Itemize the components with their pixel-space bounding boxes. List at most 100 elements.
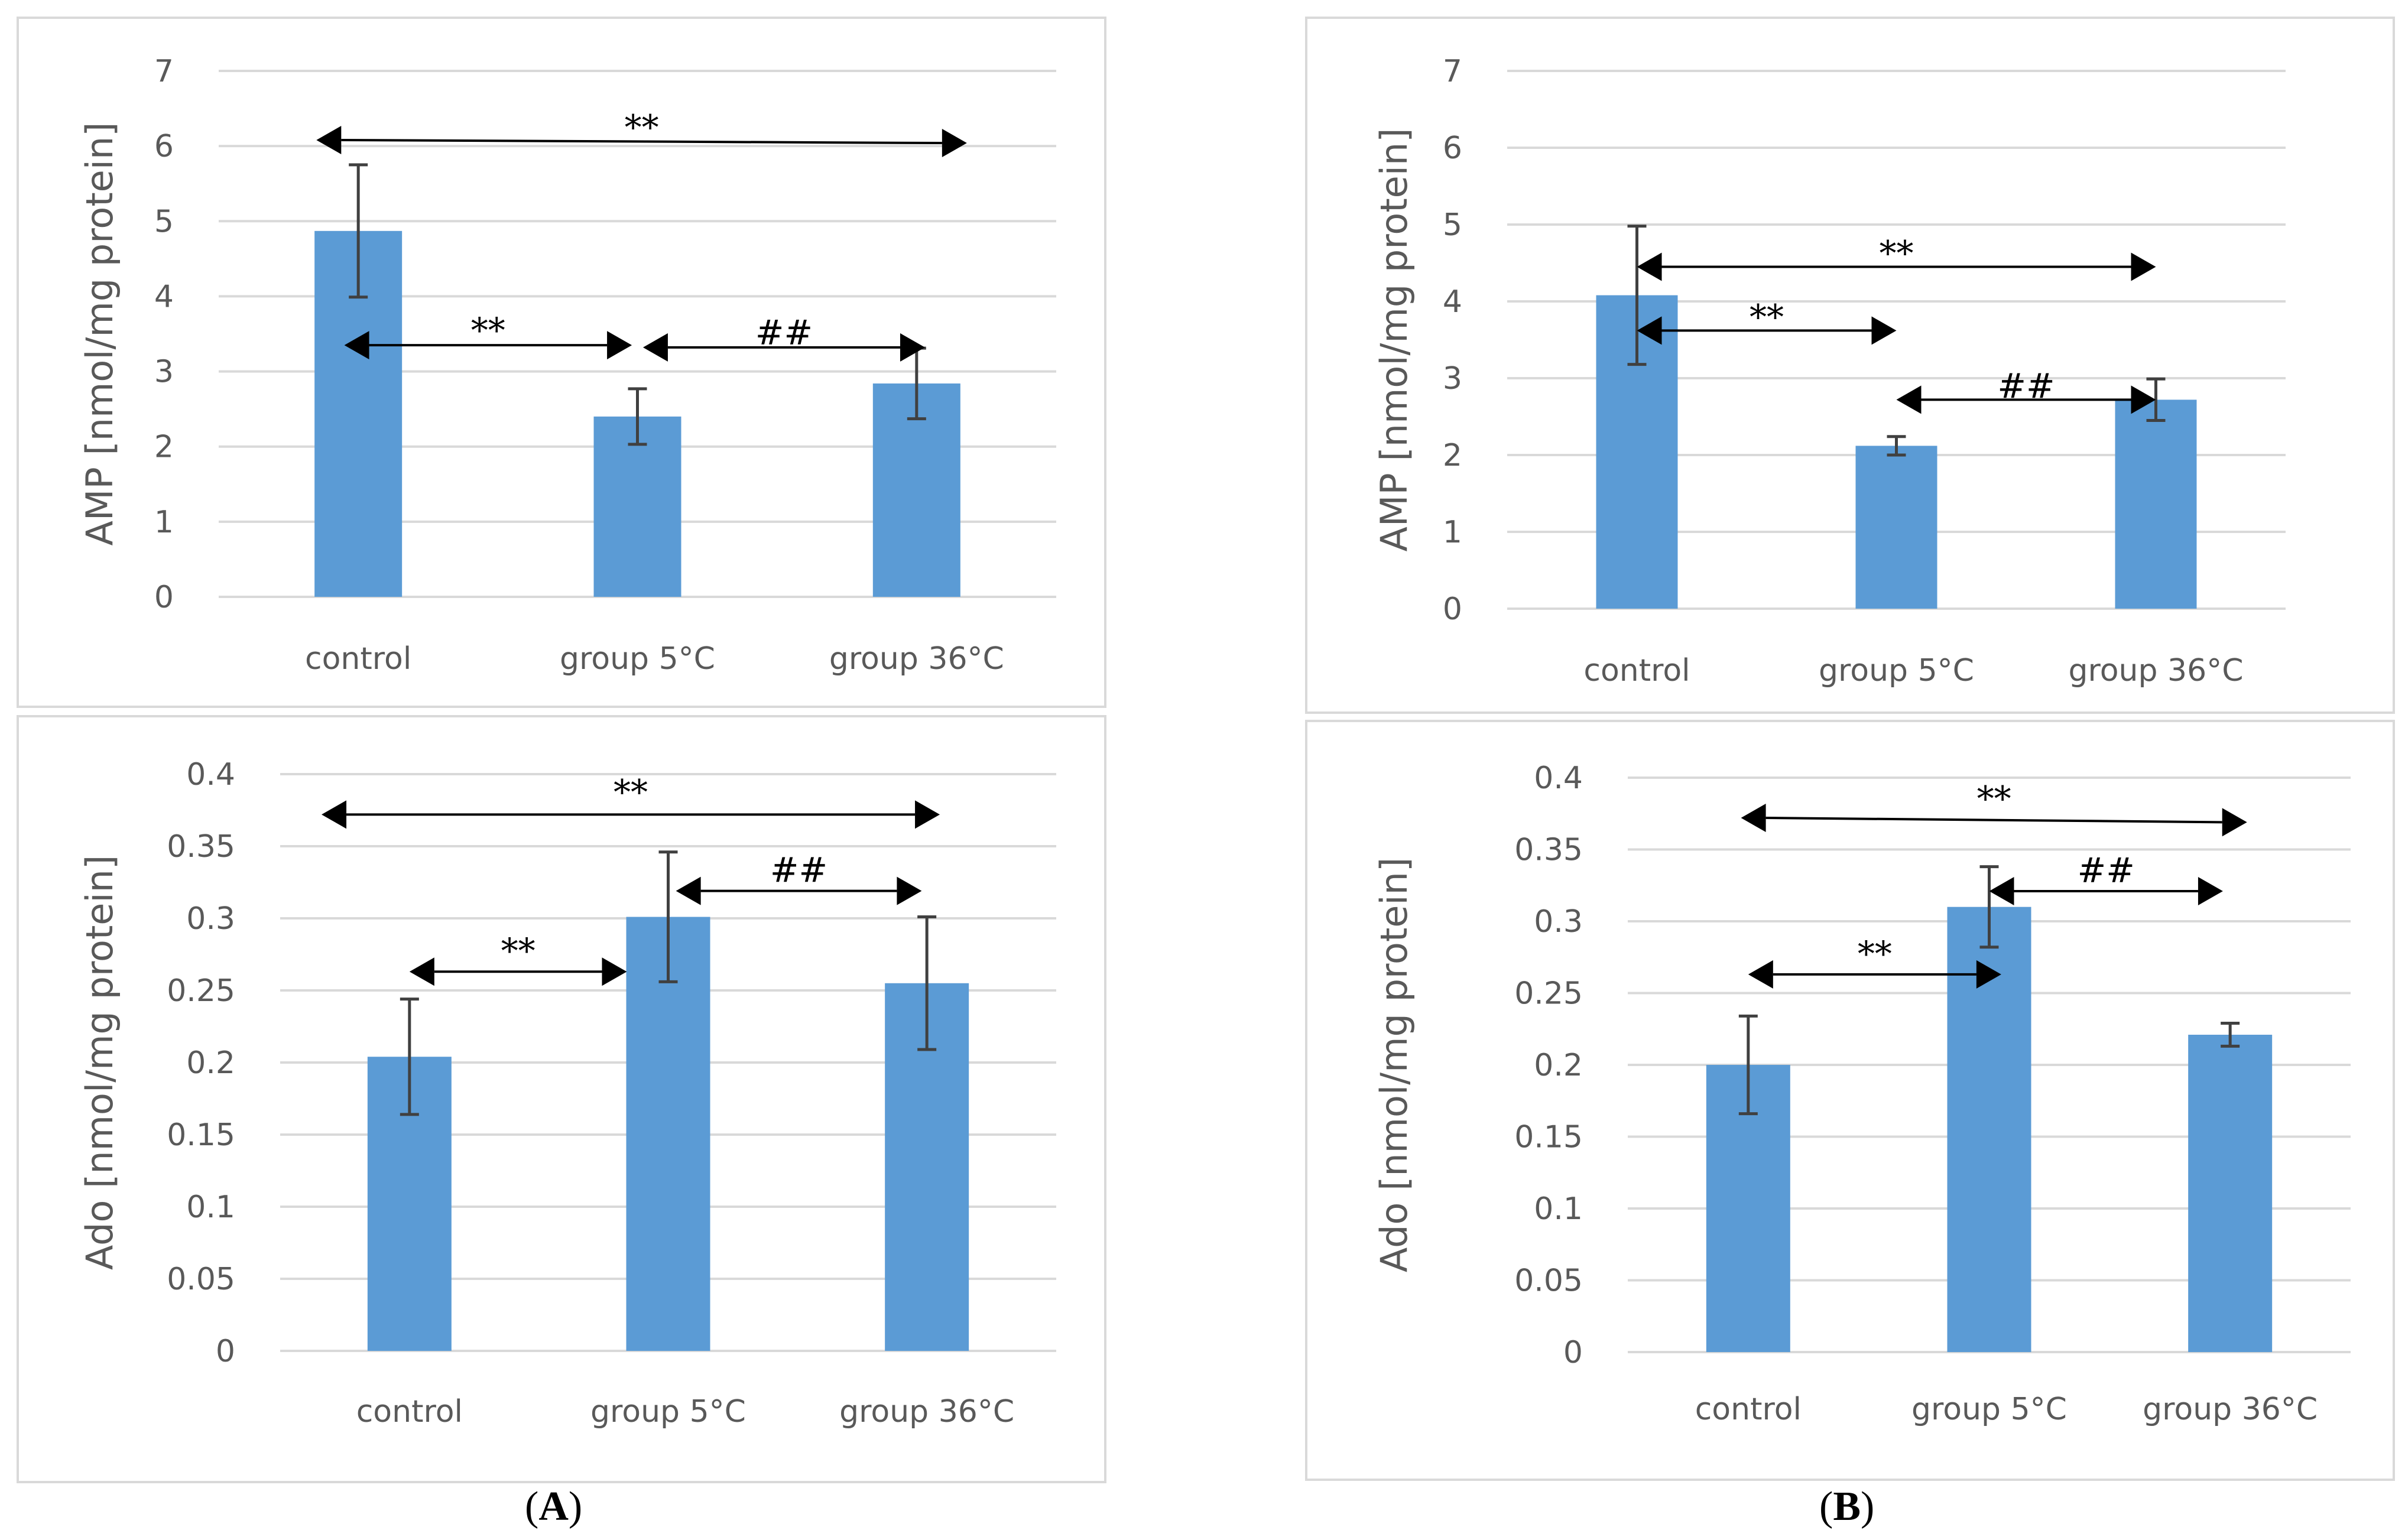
arrowhead-left: [642, 333, 668, 362]
arrowhead-left: [409, 957, 434, 986]
x-tick-label: group 5°C: [590, 1394, 746, 1429]
y-tick-label: 3: [154, 355, 174, 390]
y-axis-label: AMP [nmol/mg protein]: [78, 122, 121, 546]
y-axis-label: AMP [nmol/mg protein]: [1372, 128, 1416, 552]
y-tick-label: 0.05: [167, 1262, 235, 1297]
bar: [626, 917, 710, 1351]
y-tick-label: 0.2: [186, 1045, 235, 1081]
bar: [2115, 399, 2197, 609]
y-tick-label: 1: [154, 505, 174, 540]
chart-A-AMP: 0 1 2 3 4 5 6 7 AMP [nmol/mg protein] control grou…: [78, 54, 1056, 677]
y-tick-label: 0: [216, 1334, 235, 1369]
arrowhead-left: [1748, 960, 1773, 989]
arrowhead-right: [602, 957, 627, 986]
panel-A-AMP: 0 1 2 3 4 5 6 7 AMP [nmol/mg protein] control grou…: [17, 17, 1106, 708]
y-tick-label: 0: [1563, 1335, 1583, 1370]
panel-label-B-close: ): [1861, 1484, 1875, 1529]
arrowhead-left: [1989, 876, 2014, 905]
y-tick-label: 3: [1443, 361, 1462, 397]
bar: [593, 416, 681, 597]
y-tick-label: 1: [1443, 515, 1462, 550]
y-tick-label: 0.2: [1534, 1048, 1583, 1083]
arrowhead-left: [1637, 252, 1662, 281]
y-tick-label: 0: [1443, 592, 1462, 627]
y-tick-label: 0.25: [1514, 976, 1583, 1012]
y-tick-label: 0.15: [167, 1117, 235, 1153]
y-tick-label: 6: [154, 129, 174, 164]
arrowhead-left: [1637, 316, 1662, 345]
arrowhead-right: [897, 876, 922, 905]
significance-label: ##: [755, 313, 813, 353]
chart-A-Ado: 0 0.05 0.1 0.15 0.2 0.25 0.3 0.35 0.4 Ado [nmol/m…: [78, 757, 1056, 1429]
arrowhead-left: [676, 876, 701, 905]
panel-label-B-open: (: [1819, 1484, 1833, 1529]
panel-label-A-close: ): [568, 1484, 583, 1529]
arrowhead-right: [1976, 960, 2001, 989]
y-tick-label: 5: [1443, 207, 1462, 243]
y-tick-label: 0.1: [1534, 1191, 1583, 1227]
arrowhead-right: [915, 800, 940, 829]
panel-B-Ado: 0 0.05 0.1 0.15 0.2 0.25 0.3 0.35 0.4 Ado [nmol/m…: [1305, 720, 2395, 1481]
y-tick-label: 0: [154, 580, 174, 615]
arrowhead-left: [1896, 385, 1922, 414]
y-tick-label: 0.35: [1514, 833, 1583, 868]
significance-label: **: [614, 772, 648, 813]
bar: [2188, 1034, 2273, 1352]
x-tick-label: control: [305, 641, 411, 677]
y-tick-label: 2: [154, 430, 174, 465]
y-tick-label: 4: [1443, 284, 1462, 320]
x-tick-label: group 36°C: [839, 1394, 1014, 1429]
x-tick-label: group 5°C: [1911, 1392, 2067, 1427]
significance-label: ##: [2078, 850, 2135, 891]
y-tick-label: 5: [154, 204, 174, 239]
y-tick-label: 0.25: [167, 973, 235, 1009]
significance-label: ##: [770, 850, 827, 890]
arrowhead-right: [2131, 385, 2156, 414]
arrowhead-right: [942, 129, 967, 158]
y-tick-label: 0.3: [1534, 904, 1583, 940]
significance-label: **: [1977, 778, 2011, 818]
x-tick-label: control: [356, 1394, 463, 1429]
panel-label-B-letter: B: [1833, 1484, 1861, 1529]
panel-label-A-letter: A: [538, 1484, 569, 1529]
x-tick-label: control: [1695, 1392, 1802, 1427]
chart-B-Ado: 0 0.05 0.1 0.15 0.2 0.25 0.3 0.35 0.4 Ado [nmol/m…: [1372, 761, 2351, 1427]
arrowhead-right: [900, 333, 926, 362]
arrowhead-left: [322, 800, 347, 829]
significance-label: **: [471, 310, 505, 350]
y-tick-label: 0.4: [186, 757, 235, 792]
arrowhead-left: [344, 331, 369, 360]
panel-label-A: (A): [525, 1483, 582, 1531]
x-tick-label: group 36°C: [2143, 1392, 2318, 1427]
y-tick-label: 7: [154, 54, 174, 89]
significance-label: **: [1858, 934, 1892, 974]
significance-label: **: [501, 931, 535, 971]
y-tick-label: 0.3: [186, 901, 235, 937]
significance-label: **: [625, 108, 659, 148]
arrowhead-left: [1741, 804, 1766, 833]
significance-label: **: [1750, 297, 1784, 337]
arrowhead-right: [2222, 808, 2247, 837]
x-tick-label: group 5°C: [1819, 653, 1974, 688]
y-tick-label: 0.4: [1534, 761, 1583, 796]
y-axis-label: Ado [nmol/mg protein]: [1372, 857, 1416, 1272]
significance-label: **: [1880, 233, 1914, 274]
x-tick-label: control: [1583, 653, 1690, 688]
y-tick-label: 0.05: [1514, 1263, 1583, 1299]
arrowhead-right: [607, 331, 632, 360]
y-tick-label: 6: [1443, 131, 1462, 166]
arrowhead-left: [316, 125, 342, 154]
y-tick-label: 7: [1443, 54, 1462, 89]
arrowhead-right: [2131, 252, 2156, 281]
significance-arrow: [1765, 817, 2222, 824]
y-tick-label: 0.15: [1514, 1120, 1583, 1155]
y-tick-label: 0.35: [167, 829, 235, 865]
y-tick-label: 2: [1443, 438, 1462, 473]
arrowhead-right: [2198, 876, 2223, 905]
panel-A-Ado: 0 0.05 0.1 0.15 0.2 0.25 0.3 0.35 0.4 Ado [nmol/m…: [17, 715, 1106, 1483]
panel-B-AMP: 0 1 2 3 4 5 6 7 AMP [nmol/mg protein] control grou…: [1305, 17, 2395, 714]
x-tick-label: group 36°C: [829, 641, 1004, 677]
x-tick-label: group 5°C: [560, 641, 715, 677]
panel-label-A-open: (: [525, 1484, 539, 1529]
y-tick-label: 0.1: [186, 1190, 235, 1225]
